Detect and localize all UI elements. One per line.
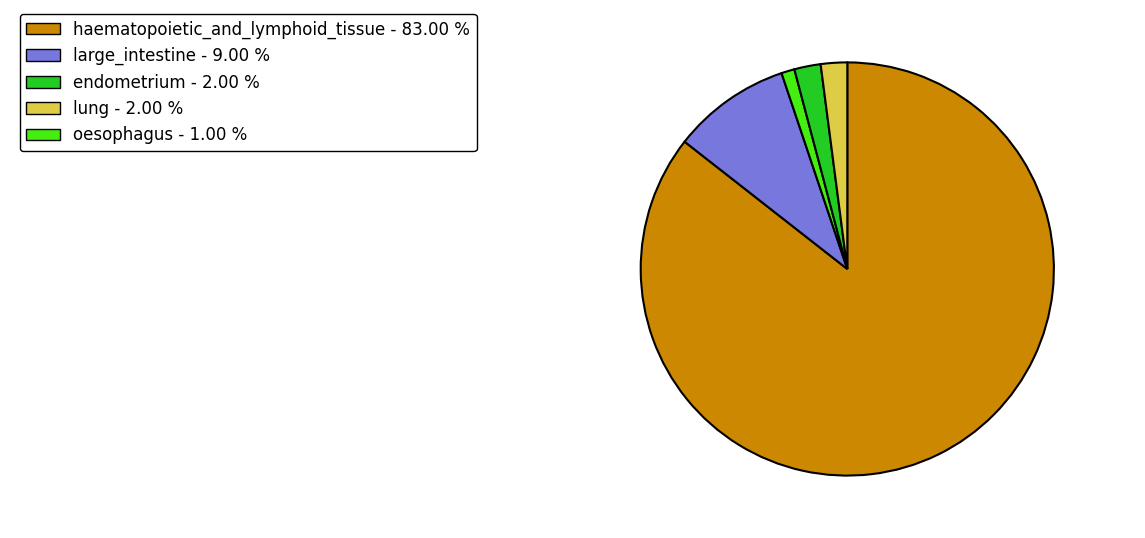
Wedge shape: [821, 62, 847, 269]
Wedge shape: [782, 69, 847, 269]
Wedge shape: [685, 73, 847, 269]
Legend: haematopoietic_and_lymphoid_tissue - 83.00 %, large_intestine - 9.00 %, endometr: haematopoietic_and_lymphoid_tissue - 83.…: [19, 13, 476, 151]
Wedge shape: [795, 64, 847, 269]
Wedge shape: [641, 62, 1053, 476]
